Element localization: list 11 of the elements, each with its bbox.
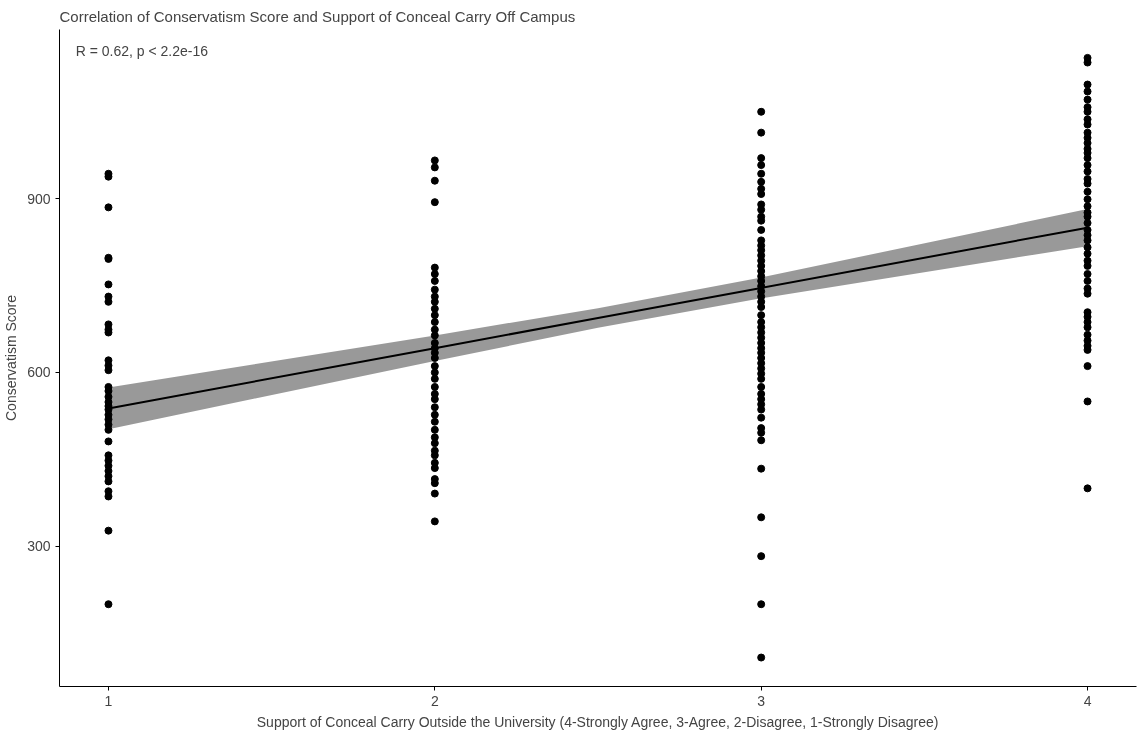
x-tick-label: 1 xyxy=(104,692,113,709)
x-axis-title: Support of Conceal Carry Outside the University (4-Strongly Agree, 3-Agree, 2-Disagree, 1-Strongly Disagree) xyxy=(256,713,939,730)
chart-title: Correlation of Conservatism Score and Support of Conceal Carry Off Campus xyxy=(59,7,576,25)
x-tick-label: 3 xyxy=(757,692,766,709)
y-tick-label: 900 xyxy=(27,190,51,207)
y-tick-label: 300 xyxy=(27,538,51,555)
annotation: R = 0.62, p < 2.2e-16 xyxy=(75,43,209,60)
y-axis-title: Conservatism Score xyxy=(3,294,20,422)
y-tick-label: 600 xyxy=(27,364,51,381)
x-tick-label: 2 xyxy=(430,692,439,709)
x-tick-label: 4 xyxy=(1083,692,1092,709)
